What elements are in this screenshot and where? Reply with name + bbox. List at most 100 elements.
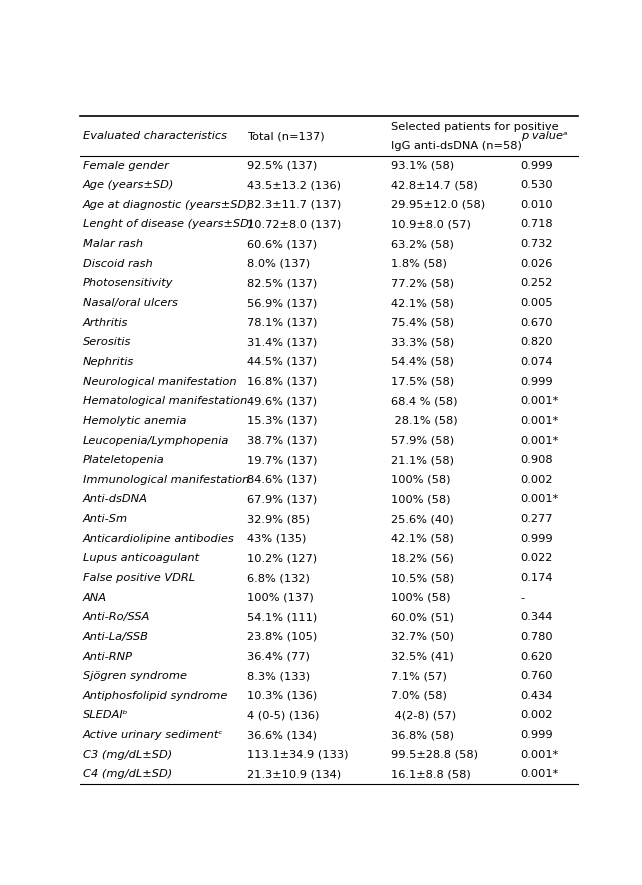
- Text: Antiphosfolipid syndrome: Antiphosfolipid syndrome: [83, 691, 228, 701]
- Text: 0.252: 0.252: [521, 279, 553, 289]
- Text: 42.1% (58): 42.1% (58): [391, 534, 454, 543]
- Text: 4 (0-5) (136): 4 (0-5) (136): [247, 711, 319, 720]
- Text: 43.5±13.2 (136): 43.5±13.2 (136): [247, 181, 341, 190]
- Text: Total (n=137): Total (n=137): [247, 131, 325, 141]
- Text: 0.780: 0.780: [521, 632, 553, 642]
- Text: 67.9% (137): 67.9% (137): [247, 495, 317, 504]
- Text: 36.6% (134): 36.6% (134): [247, 730, 317, 740]
- Text: Anti-La/SSB: Anti-La/SSB: [83, 632, 148, 642]
- Text: SLEDAIᵇ: SLEDAIᵇ: [83, 711, 128, 720]
- Text: 21.3±10.9 (134): 21.3±10.9 (134): [247, 769, 341, 780]
- Text: Female gender: Female gender: [83, 160, 168, 171]
- Text: 0.001*: 0.001*: [521, 495, 559, 504]
- Text: 100% (58): 100% (58): [391, 593, 451, 603]
- Text: 10.9±8.0 (57): 10.9±8.0 (57): [391, 219, 471, 229]
- Text: 57.9% (58): 57.9% (58): [391, 435, 455, 445]
- Text: 68.4 % (58): 68.4 % (58): [391, 396, 458, 406]
- Text: 44.5% (137): 44.5% (137): [247, 357, 317, 367]
- Text: 0.001*: 0.001*: [521, 416, 559, 426]
- Text: 60.6% (137): 60.6% (137): [247, 239, 317, 249]
- Text: -: -: [521, 593, 525, 603]
- Text: 10.3% (136): 10.3% (136): [247, 691, 317, 701]
- Text: 113.1±34.9 (133): 113.1±34.9 (133): [247, 750, 349, 760]
- Text: 32.9% (85): 32.9% (85): [247, 514, 310, 524]
- Text: Sjögren syndrome: Sjögren syndrome: [83, 671, 187, 681]
- Text: 36.8% (58): 36.8% (58): [391, 730, 455, 740]
- Text: 84.6% (137): 84.6% (137): [247, 474, 317, 485]
- Text: Malar rash: Malar rash: [83, 239, 143, 249]
- Text: 33.3% (58): 33.3% (58): [391, 337, 455, 347]
- Text: p valueᵃ: p valueᵃ: [521, 131, 567, 141]
- Text: Leucopenia/Lymphopenia: Leucopenia/Lymphopenia: [83, 435, 229, 445]
- Text: 0.999: 0.999: [521, 377, 553, 387]
- Text: ANA: ANA: [83, 593, 107, 603]
- Text: 10.2% (127): 10.2% (127): [247, 553, 317, 564]
- Text: 82.5% (137): 82.5% (137): [247, 279, 317, 289]
- Text: 10.5% (58): 10.5% (58): [391, 573, 455, 583]
- Text: 28.1% (58): 28.1% (58): [391, 416, 458, 426]
- Text: 0.530: 0.530: [521, 181, 553, 190]
- Text: 38.7% (137): 38.7% (137): [247, 435, 317, 445]
- Text: 17.5% (58): 17.5% (58): [391, 377, 455, 387]
- Text: 99.5±28.8 (58): 99.5±28.8 (58): [391, 750, 478, 760]
- Text: Anti-dsDNA: Anti-dsDNA: [83, 495, 148, 504]
- Text: 25.6% (40): 25.6% (40): [391, 514, 454, 524]
- Text: C3 (mg/dL±SD): C3 (mg/dL±SD): [83, 750, 172, 760]
- Text: 0.001*: 0.001*: [521, 435, 559, 445]
- Text: Anti-Sm: Anti-Sm: [83, 514, 128, 524]
- Text: Hemolytic anemia: Hemolytic anemia: [83, 416, 186, 426]
- Text: 0.620: 0.620: [521, 651, 553, 662]
- Text: Anti-RNP: Anti-RNP: [83, 651, 133, 662]
- Text: 60.0% (51): 60.0% (51): [391, 612, 455, 622]
- Text: 54.4% (58): 54.4% (58): [391, 357, 454, 367]
- Text: 32.5% (41): 32.5% (41): [391, 651, 454, 662]
- Text: 63.2% (58): 63.2% (58): [391, 239, 454, 249]
- Text: 31.4% (137): 31.4% (137): [247, 337, 317, 347]
- Text: Anti-Ro/SSA: Anti-Ro/SSA: [83, 612, 150, 622]
- Text: 10.72±8.0 (137): 10.72±8.0 (137): [247, 219, 341, 229]
- Text: 42.1% (58): 42.1% (58): [391, 298, 454, 308]
- Text: IgG anti-dsDNA (n=58): IgG anti-dsDNA (n=58): [391, 141, 522, 150]
- Text: Serositis: Serositis: [83, 337, 131, 347]
- Text: 56.9% (137): 56.9% (137): [247, 298, 317, 308]
- Text: Arthritis: Arthritis: [83, 318, 128, 327]
- Text: Nephritis: Nephritis: [83, 357, 134, 367]
- Text: C4 (mg/dL±SD): C4 (mg/dL±SD): [83, 769, 172, 780]
- Text: 23.8% (105): 23.8% (105): [247, 632, 317, 642]
- Text: 0.718: 0.718: [521, 219, 553, 229]
- Text: 32.7% (50): 32.7% (50): [391, 632, 455, 642]
- Text: Lenght of disease (years±SD): Lenght of disease (years±SD): [83, 219, 253, 229]
- Text: 8.0% (137): 8.0% (137): [247, 258, 310, 269]
- Text: 7.1% (57): 7.1% (57): [391, 671, 447, 681]
- Text: 4(2-8) (57): 4(2-8) (57): [391, 711, 456, 720]
- Text: 0.001*: 0.001*: [521, 396, 559, 406]
- Text: 0.999: 0.999: [521, 160, 553, 171]
- Text: 0.820: 0.820: [521, 337, 553, 347]
- Text: Active urinary sedimentᶜ: Active urinary sedimentᶜ: [83, 730, 223, 740]
- Text: 15.3% (137): 15.3% (137): [247, 416, 317, 426]
- Text: 1.8% (58): 1.8% (58): [391, 258, 447, 269]
- Text: 0.434: 0.434: [521, 691, 553, 701]
- Text: 0.344: 0.344: [521, 612, 553, 622]
- Text: 77.2% (58): 77.2% (58): [391, 279, 455, 289]
- Text: 93.1% (58): 93.1% (58): [391, 160, 455, 171]
- Text: 0.010: 0.010: [521, 200, 553, 210]
- Text: 18.2% (56): 18.2% (56): [391, 553, 454, 564]
- Text: 0.908: 0.908: [521, 455, 553, 466]
- Text: 49.6% (137): 49.6% (137): [247, 396, 317, 406]
- Text: 19.7% (137): 19.7% (137): [247, 455, 317, 466]
- Text: 0.001*: 0.001*: [521, 769, 559, 780]
- Text: 0.277: 0.277: [521, 514, 553, 524]
- Text: Plateletopenia: Plateletopenia: [83, 455, 164, 466]
- Text: Discoid rash: Discoid rash: [83, 258, 153, 269]
- Text: 54.1% (111): 54.1% (111): [247, 612, 317, 622]
- Text: 0.001*: 0.001*: [521, 750, 559, 760]
- Text: Immunological manifestation: Immunological manifestation: [83, 474, 249, 485]
- Text: 0.002: 0.002: [521, 474, 553, 485]
- Text: 29.95±12.0 (58): 29.95±12.0 (58): [391, 200, 485, 210]
- Text: 21.1% (58): 21.1% (58): [391, 455, 455, 466]
- Text: 0.670: 0.670: [521, 318, 553, 327]
- Text: 8.3% (133): 8.3% (133): [247, 671, 310, 681]
- Text: 0.074: 0.074: [521, 357, 553, 367]
- Text: 7.0% (58): 7.0% (58): [391, 691, 447, 701]
